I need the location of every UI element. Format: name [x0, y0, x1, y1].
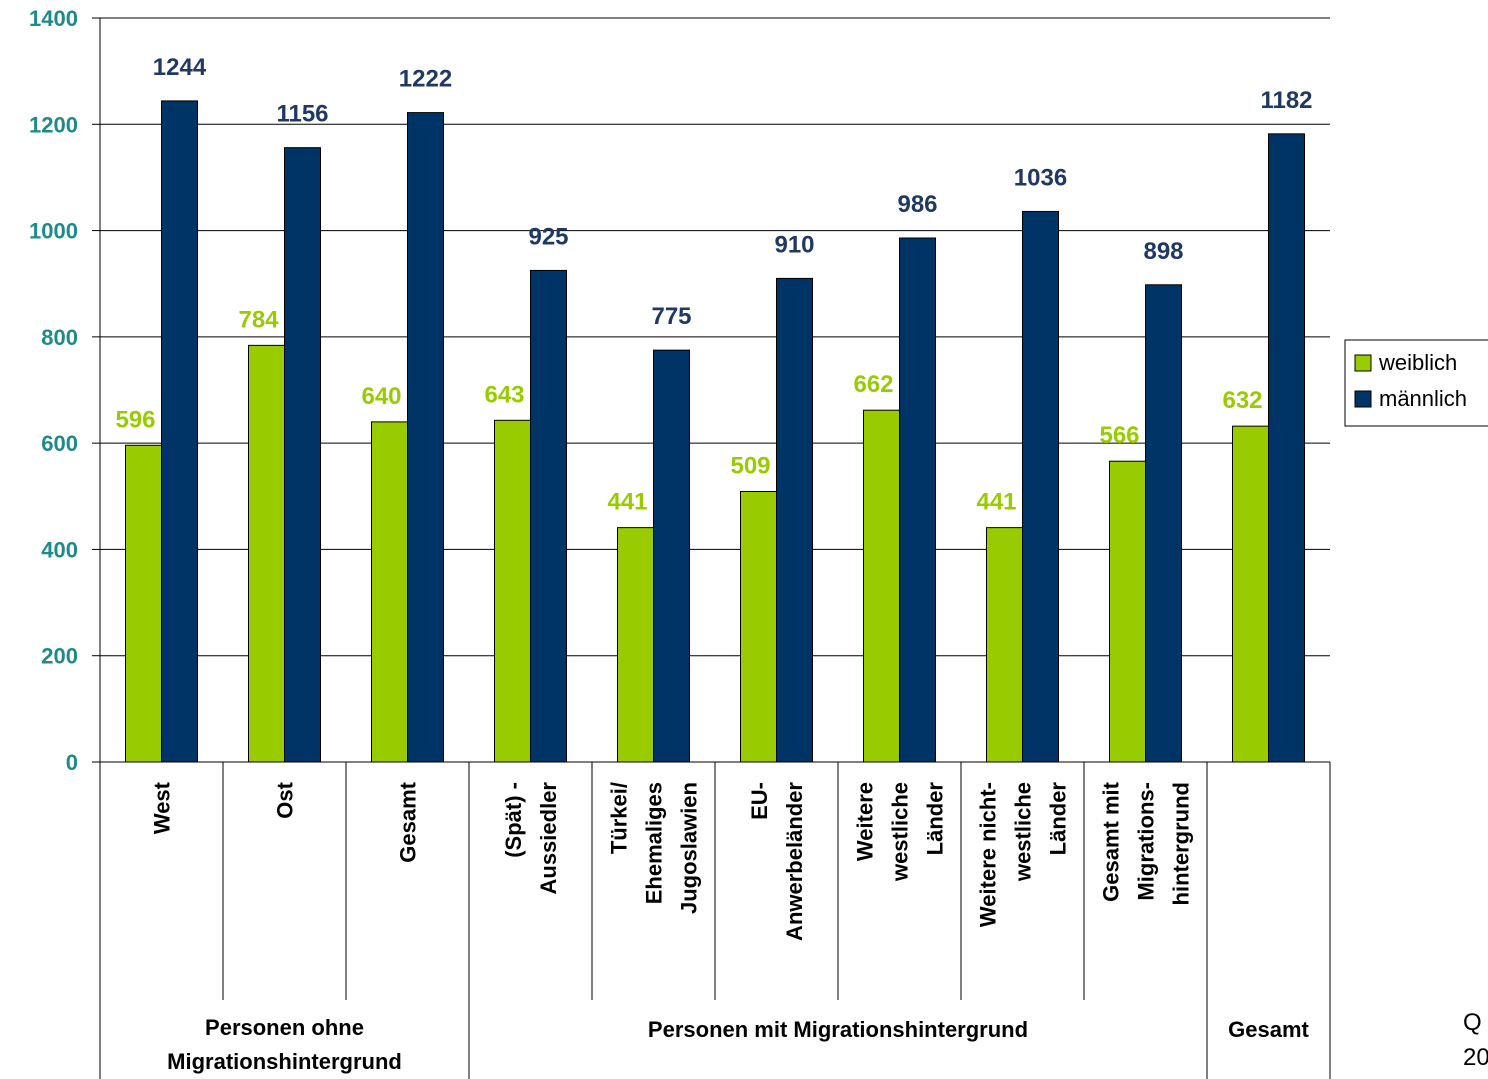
category-label: Länder [1046, 782, 1071, 856]
category-label: westliche [888, 782, 913, 882]
category-label: Ehemaliges [642, 782, 667, 904]
category-label: Ost [273, 781, 298, 818]
category-label: Jugoslawien [677, 782, 702, 914]
bar-weiblich [494, 419, 531, 763]
bar-weiblich [371, 421, 408, 763]
y-tick-label: 200 [41, 644, 78, 669]
bar-männlich [284, 147, 321, 763]
group-label: Migrationshintergrund [167, 1049, 402, 1074]
category-label: westliche [1011, 782, 1036, 882]
bar-weiblich [248, 344, 285, 763]
source-line: Q [1463, 1009, 1482, 1036]
data-label-männlich: 1244 [153, 54, 207, 81]
category-label: Türkei/ [607, 782, 632, 854]
y-tick-label: 1400 [29, 6, 78, 31]
bar-männlich [899, 237, 936, 763]
data-label-männlich: 775 [651, 303, 691, 330]
data-label-männlich: 1182 [1260, 87, 1312, 114]
category-label: (Spät) - [501, 782, 526, 858]
data-labels: 596 784 640 643 441 509 662 441 566 632 1244 1156 12… [115, 54, 1312, 516]
axes [92, 17, 1331, 1079]
legend-label-weiblich: weiblich [1378, 350, 1457, 375]
data-label-weiblich: 640 [361, 383, 401, 410]
bar-männlich [1022, 210, 1059, 763]
data-label-männlich: 1036 [1014, 164, 1067, 191]
data-label-weiblich: 509 [730, 453, 770, 480]
group-label: Gesamt [1228, 1017, 1309, 1042]
source-line: 20 [1463, 1044, 1488, 1071]
category-label: Anwerbeländer [782, 782, 807, 941]
data-label-weiblich: 441 [607, 489, 647, 516]
y-tick-label: 800 [41, 325, 78, 350]
category-label: Gesamt mit [1099, 781, 1124, 901]
legend-box [1344, 339, 1488, 427]
bar-weiblich [125, 444, 162, 763]
category-label: Gesamt [396, 781, 421, 862]
legend-swatch-weiblich [1354, 354, 1372, 372]
bar-männlich [1145, 284, 1182, 763]
data-label-männlich: 910 [774, 231, 814, 258]
category-label: EU- [747, 782, 772, 820]
data-label-männlich: 898 [1143, 238, 1183, 265]
data-label-männlich: 986 [897, 191, 937, 218]
data-label-weiblich: 643 [484, 381, 524, 408]
category-label: hintergrund [1169, 782, 1194, 905]
category-label: Weitere nicht- [976, 782, 1001, 927]
bars [125, 100, 1305, 763]
data-label-männlich: 1156 [276, 101, 328, 128]
category-label: West [150, 781, 175, 834]
bar-weiblich [863, 409, 900, 763]
bar-männlich [530, 269, 567, 763]
y-tick-label: 1000 [29, 219, 78, 244]
y-tick-label: 1200 [29, 112, 78, 137]
legend-swatch-männlich [1354, 390, 1372, 408]
group-label: Personen mit Migrationshintergrund [648, 1017, 1028, 1042]
data-label-weiblich: 566 [1099, 422, 1139, 449]
data-label-männlich: 1222 [399, 66, 452, 93]
bar-männlich [776, 277, 813, 763]
data-label-weiblich: 784 [238, 306, 279, 333]
data-label-weiblich: 596 [115, 406, 155, 433]
y-tick-label: 600 [41, 431, 78, 456]
category-label: Aussiedler [536, 782, 561, 895]
legend-label-männlich: männlich [1379, 386, 1467, 411]
group-label: Personen ohne [205, 1015, 364, 1040]
data-label-weiblich: 441 [976, 489, 1016, 516]
data-label-weiblich: 662 [853, 371, 893, 398]
bar-männlich [407, 112, 444, 763]
legend: weiblich männlich [1344, 339, 1488, 427]
source-note: Q 20 [1463, 1009, 1488, 1071]
y-tick-label: 400 [41, 537, 78, 562]
category-label: Länder [923, 782, 948, 856]
bar-weiblich [986, 527, 1023, 763]
data-label-männlich: 925 [528, 223, 568, 250]
bar-weiblich [1232, 425, 1269, 763]
bar-männlich [653, 349, 690, 763]
bar-weiblich [1109, 460, 1146, 763]
bar-weiblich [740, 491, 777, 763]
bar-weiblich [617, 527, 654, 763]
group-labels: Personen ohne Migrationshintergrund Person… [167, 1015, 1309, 1074]
category-label: Weitere [853, 782, 878, 861]
bar-männlich [1268, 133, 1305, 763]
y-tick-label: 0 [66, 750, 78, 775]
data-label-weiblich: 632 [1222, 387, 1262, 414]
category-labels: West Ost Gesamt (Spät) - Aussiedler Türkei/Eh… [150, 781, 1194, 941]
y-tick-labels: 0 200 400 600 800 1000 1200 1400 [29, 6, 78, 775]
bar-männlich [161, 100, 198, 763]
category-label: Migrations- [1134, 782, 1159, 901]
